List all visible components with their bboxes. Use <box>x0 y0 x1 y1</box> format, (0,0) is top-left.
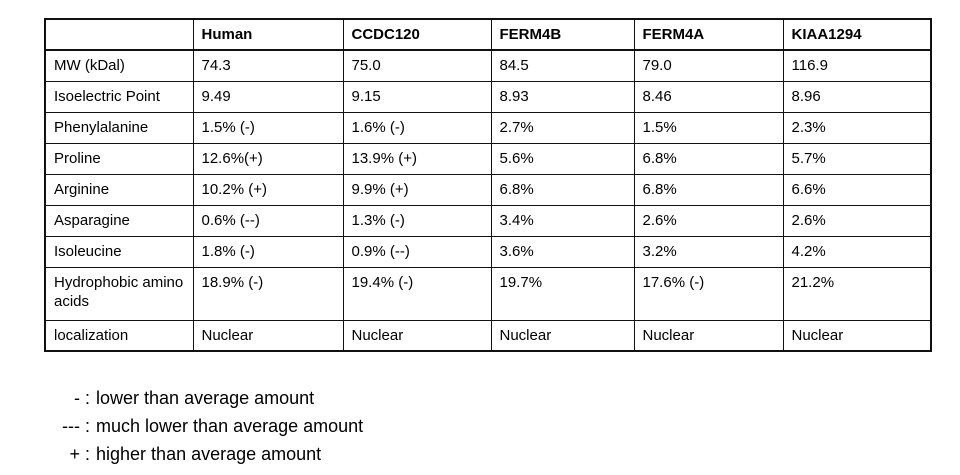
table-row-asparagine: Asparagine 0.6% (--) 1.3% (-) 3.4% 2.6% … <box>44 204 932 237</box>
table-row-mw: MW (kDal) 74.3 75.0 84.5 79.0 116.9 <box>44 49 932 82</box>
row-label: Isoleucine <box>44 235 194 268</box>
table-cell: 8.93 <box>490 80 635 113</box>
table-cell: 0.9% (--) <box>342 235 492 268</box>
table-cell: 116.9 <box>782 49 932 82</box>
symbol-legend: - : lower than average amount --- : much… <box>32 384 363 468</box>
table-cell: Nuclear <box>490 319 635 352</box>
table-cell: 6.6% <box>782 173 932 206</box>
table-cell: 5.6% <box>490 142 635 175</box>
table-row-isoelectric-point: Isoelectric Point 9.49 9.15 8.93 8.46 8.… <box>44 80 932 113</box>
legend-separator: : <box>85 388 91 408</box>
column-header-ferm4b: FERM4B <box>490 18 635 51</box>
table-cell: Nuclear <box>633 319 784 352</box>
table-cell: 1.5% (-) <box>192 111 344 144</box>
row-label: localization <box>44 319 194 352</box>
table-cell: 1.3% (-) <box>342 204 492 237</box>
table-cell: 9.15 <box>342 80 492 113</box>
legend-line-much-lower: --- : much lower than average amount <box>32 412 363 440</box>
table-row-isoleucine: Isoleucine 1.8% (-) 0.9% (--) 3.6% 3.2% … <box>44 235 932 268</box>
legend-line-higher: + : higher than average amount <box>32 440 363 468</box>
table-cell: 8.46 <box>633 80 784 113</box>
row-label: Hydrophobic amino acids <box>44 266 194 321</box>
table-cell: 6.8% <box>633 142 784 175</box>
row-label: Arginine <box>44 173 194 206</box>
table-row-phenylalanine: Phenylalanine 1.5% (-) 1.6% (-) 2.7% 1.5… <box>44 111 932 144</box>
legend-line-lower: - : lower than average amount <box>32 384 363 412</box>
table-row-localization: localization Nuclear Nuclear Nuclear Nuc… <box>44 319 932 352</box>
table-cell: 5.7% <box>782 142 932 175</box>
legend-separator: : <box>85 444 91 464</box>
legend-symbol-minus: - <box>74 388 80 408</box>
table-cell: 6.8% <box>633 173 784 206</box>
table-cell: 17.6% (-) <box>633 266 784 321</box>
table-cell: 8.96 <box>782 80 932 113</box>
table-cell: 4.2% <box>782 235 932 268</box>
table-cell: 2.6% <box>633 204 784 237</box>
table-cell: 1.5% <box>633 111 784 144</box>
column-header-blank <box>44 18 194 51</box>
table-cell: Nuclear <box>192 319 344 352</box>
table-cell: Nuclear <box>342 319 492 352</box>
column-header-kiaa1294: KIAA1294 <box>782 18 932 51</box>
table-cell: 19.7% <box>490 266 635 321</box>
table-cell: 1.8% (-) <box>192 235 344 268</box>
table-cell: 0.6% (--) <box>192 204 344 237</box>
header-row: Human CCDC120 FERM4B FERM4A KIAA1294 <box>44 18 932 51</box>
table-cell: 1.6% (-) <box>342 111 492 144</box>
table-cell: 3.6% <box>490 235 635 268</box>
row-label: Isoelectric Point <box>44 80 194 113</box>
table-row-arginine: Arginine 10.2% (+) 9.9% (+) 6.8% 6.8% 6.… <box>44 173 932 206</box>
row-label: MW (kDal) <box>44 49 194 82</box>
table-cell: 13.9% (+) <box>342 142 492 175</box>
legend-symbol-triple-minus: --- <box>62 416 80 436</box>
table-cell: 10.2% (+) <box>192 173 344 206</box>
legend-symbol-plus: + <box>69 444 80 464</box>
column-header-ferm4a: FERM4A <box>633 18 784 51</box>
table-cell: 6.8% <box>490 173 635 206</box>
table-cell: 84.5 <box>490 49 635 82</box>
table-cell: 3.4% <box>490 204 635 237</box>
table-row-hydrophobic-amino-acids: Hydrophobic amino acids 18.9% (-) 19.4% … <box>44 266 932 321</box>
legend-description: higher than average amount <box>96 444 322 464</box>
row-label: Phenylalanine <box>44 111 194 144</box>
table-cell: 2.7% <box>490 111 635 144</box>
table-cell: 2.3% <box>782 111 932 144</box>
table-cell: Nuclear <box>782 319 932 352</box>
table-cell: 2.6% <box>782 204 932 237</box>
table-cell: 12.6%(+) <box>192 142 344 175</box>
legend-description: much lower than average amount <box>96 416 364 436</box>
legend-separator: : <box>85 416 91 436</box>
table-cell: 21.2% <box>782 266 932 321</box>
column-header-human: Human <box>192 18 344 51</box>
row-label: Proline <box>44 142 194 175</box>
table-cell: 75.0 <box>342 49 492 82</box>
legend-description: lower than average amount <box>96 388 315 408</box>
table-cell: 19.4% (-) <box>342 266 492 321</box>
table-cell: 3.2% <box>633 235 784 268</box>
table-cell: 18.9% (-) <box>192 266 344 321</box>
table-cell: 79.0 <box>633 49 784 82</box>
table-cell: 9.49 <box>192 80 344 113</box>
column-header-ccdc120: CCDC120 <box>342 18 492 51</box>
table-row-proline: Proline 12.6%(+) 13.9% (+) 5.6% 6.8% 5.7… <box>44 142 932 175</box>
protein-comparison-table: Human CCDC120 FERM4B FERM4A KIAA1294 MW … <box>44 18 932 352</box>
table-cell: 74.3 <box>192 49 344 82</box>
table-cell: 9.9% (+) <box>342 173 492 206</box>
row-label: Asparagine <box>44 204 194 237</box>
